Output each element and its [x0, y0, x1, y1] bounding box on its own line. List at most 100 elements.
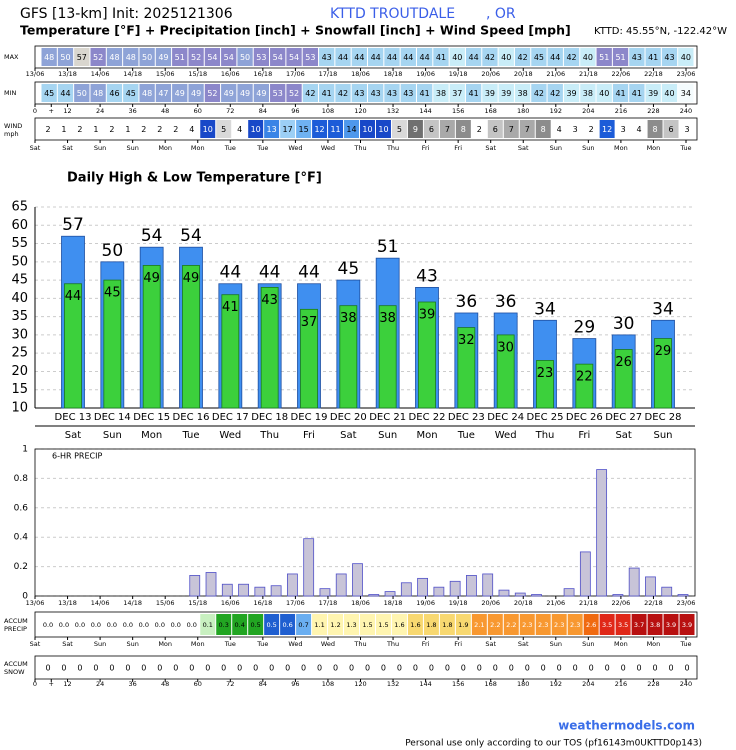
x-tick-label: Tue — [224, 640, 236, 648]
cell — [612, 84, 629, 102]
cell-label: 0 — [301, 664, 306, 673]
x-tick-label: 18/06 — [351, 599, 370, 607]
x-tick-label: 108 — [322, 107, 334, 115]
cell-label: 0 — [509, 664, 514, 673]
cell-label: 8 — [541, 125, 546, 134]
x-tick-label: 17/06 — [286, 70, 305, 78]
cell-label: 40 — [452, 53, 462, 62]
cell-label: 17 — [283, 125, 293, 134]
cell — [302, 84, 319, 102]
cell-label: 50 — [77, 89, 87, 98]
cell — [563, 84, 580, 102]
value-label: 39 — [419, 308, 436, 323]
cell-label: 2 — [141, 125, 146, 134]
cell — [106, 84, 123, 102]
cell-label: 0.5 — [266, 621, 276, 629]
cell — [168, 120, 184, 138]
bar — [270, 585, 282, 597]
cell — [567, 120, 583, 138]
cell — [106, 48, 123, 66]
x-tick-label: Tue — [679, 640, 691, 648]
bar — [368, 594, 380, 597]
cell — [328, 658, 344, 677]
cell-label: 41 — [420, 89, 430, 98]
cell-label: 42 — [338, 89, 348, 98]
cell-label: 0 — [221, 664, 226, 673]
cell-label: 0.1 — [203, 621, 213, 629]
cell — [416, 48, 433, 66]
x-tick-label: 12 — [63, 107, 71, 115]
cell — [72, 614, 88, 635]
bar — [514, 592, 526, 597]
cell — [40, 614, 56, 635]
value-label: 32 — [458, 333, 475, 348]
cell-label: 10 — [203, 125, 213, 134]
x-tick-label: 84 — [259, 680, 267, 688]
cell — [612, 48, 629, 66]
cell — [535, 120, 551, 138]
cell — [120, 614, 136, 635]
cell-label: 0 — [541, 664, 546, 673]
weekday-label: Mon — [416, 430, 437, 441]
cell — [296, 120, 312, 138]
cell — [123, 48, 139, 66]
cell-label: 48 — [126, 53, 136, 62]
cell — [482, 84, 498, 102]
cell-label: 39 — [648, 89, 658, 98]
cell — [400, 84, 416, 102]
cell-label: 54 — [207, 53, 217, 62]
bar — [352, 563, 363, 597]
x-tick-label: Wed — [321, 640, 335, 648]
weekday-label: Sun — [103, 430, 122, 441]
cell — [296, 614, 312, 635]
bar — [677, 594, 689, 597]
cell — [531, 48, 547, 66]
value-label: 34 — [652, 299, 674, 319]
weekday-label: Sun — [378, 430, 397, 441]
cell-label: 0 — [445, 664, 450, 673]
cell-label: 49 — [175, 89, 185, 98]
value-label: 38 — [340, 311, 357, 326]
bar — [536, 360, 554, 409]
cell — [136, 658, 152, 677]
y-tick-label: 25 — [11, 346, 28, 361]
bar — [64, 283, 82, 409]
x-tick-label: 20/18 — [514, 599, 533, 607]
cell — [519, 614, 535, 635]
cell — [188, 48, 204, 66]
cell — [216, 658, 232, 677]
cell — [253, 84, 270, 102]
cell-label: 15 — [299, 125, 309, 134]
x-tick-label: Thu — [353, 144, 366, 152]
row-label: mph — [4, 130, 19, 138]
cell-label: 47 — [158, 89, 168, 98]
cell — [56, 120, 72, 138]
bar — [449, 580, 461, 597]
cell-label: 1.1 — [314, 621, 324, 629]
cell-label: 41 — [469, 89, 479, 98]
cell-label: 1 — [61, 125, 66, 134]
x-tick-label: 22/06 — [612, 70, 631, 78]
bar — [614, 349, 633, 409]
cell — [663, 120, 679, 138]
cell — [416, 84, 433, 102]
x-tick-label: Tue — [679, 144, 691, 152]
value-label: 43 — [261, 293, 278, 308]
cell-label: 9 — [413, 125, 418, 134]
bar — [335, 573, 347, 597]
x-tick-label: 156 — [452, 107, 464, 115]
cell-label: 41 — [436, 53, 446, 62]
value-label: 29 — [574, 318, 596, 338]
cell-label: 10 — [362, 125, 372, 134]
cell — [184, 614, 200, 635]
value-label: 34 — [534, 299, 556, 319]
weekday-label: Mon — [141, 430, 162, 441]
cell — [237, 84, 253, 102]
x-tick-label: DEC 27 — [605, 412, 642, 423]
cell — [188, 84, 204, 102]
plot-frame — [34, 448, 696, 597]
cell — [615, 614, 631, 635]
y-tick-label: 40 — [11, 291, 28, 306]
cell-label: 49 — [240, 89, 250, 98]
cell-label: 3.9 — [682, 621, 692, 629]
